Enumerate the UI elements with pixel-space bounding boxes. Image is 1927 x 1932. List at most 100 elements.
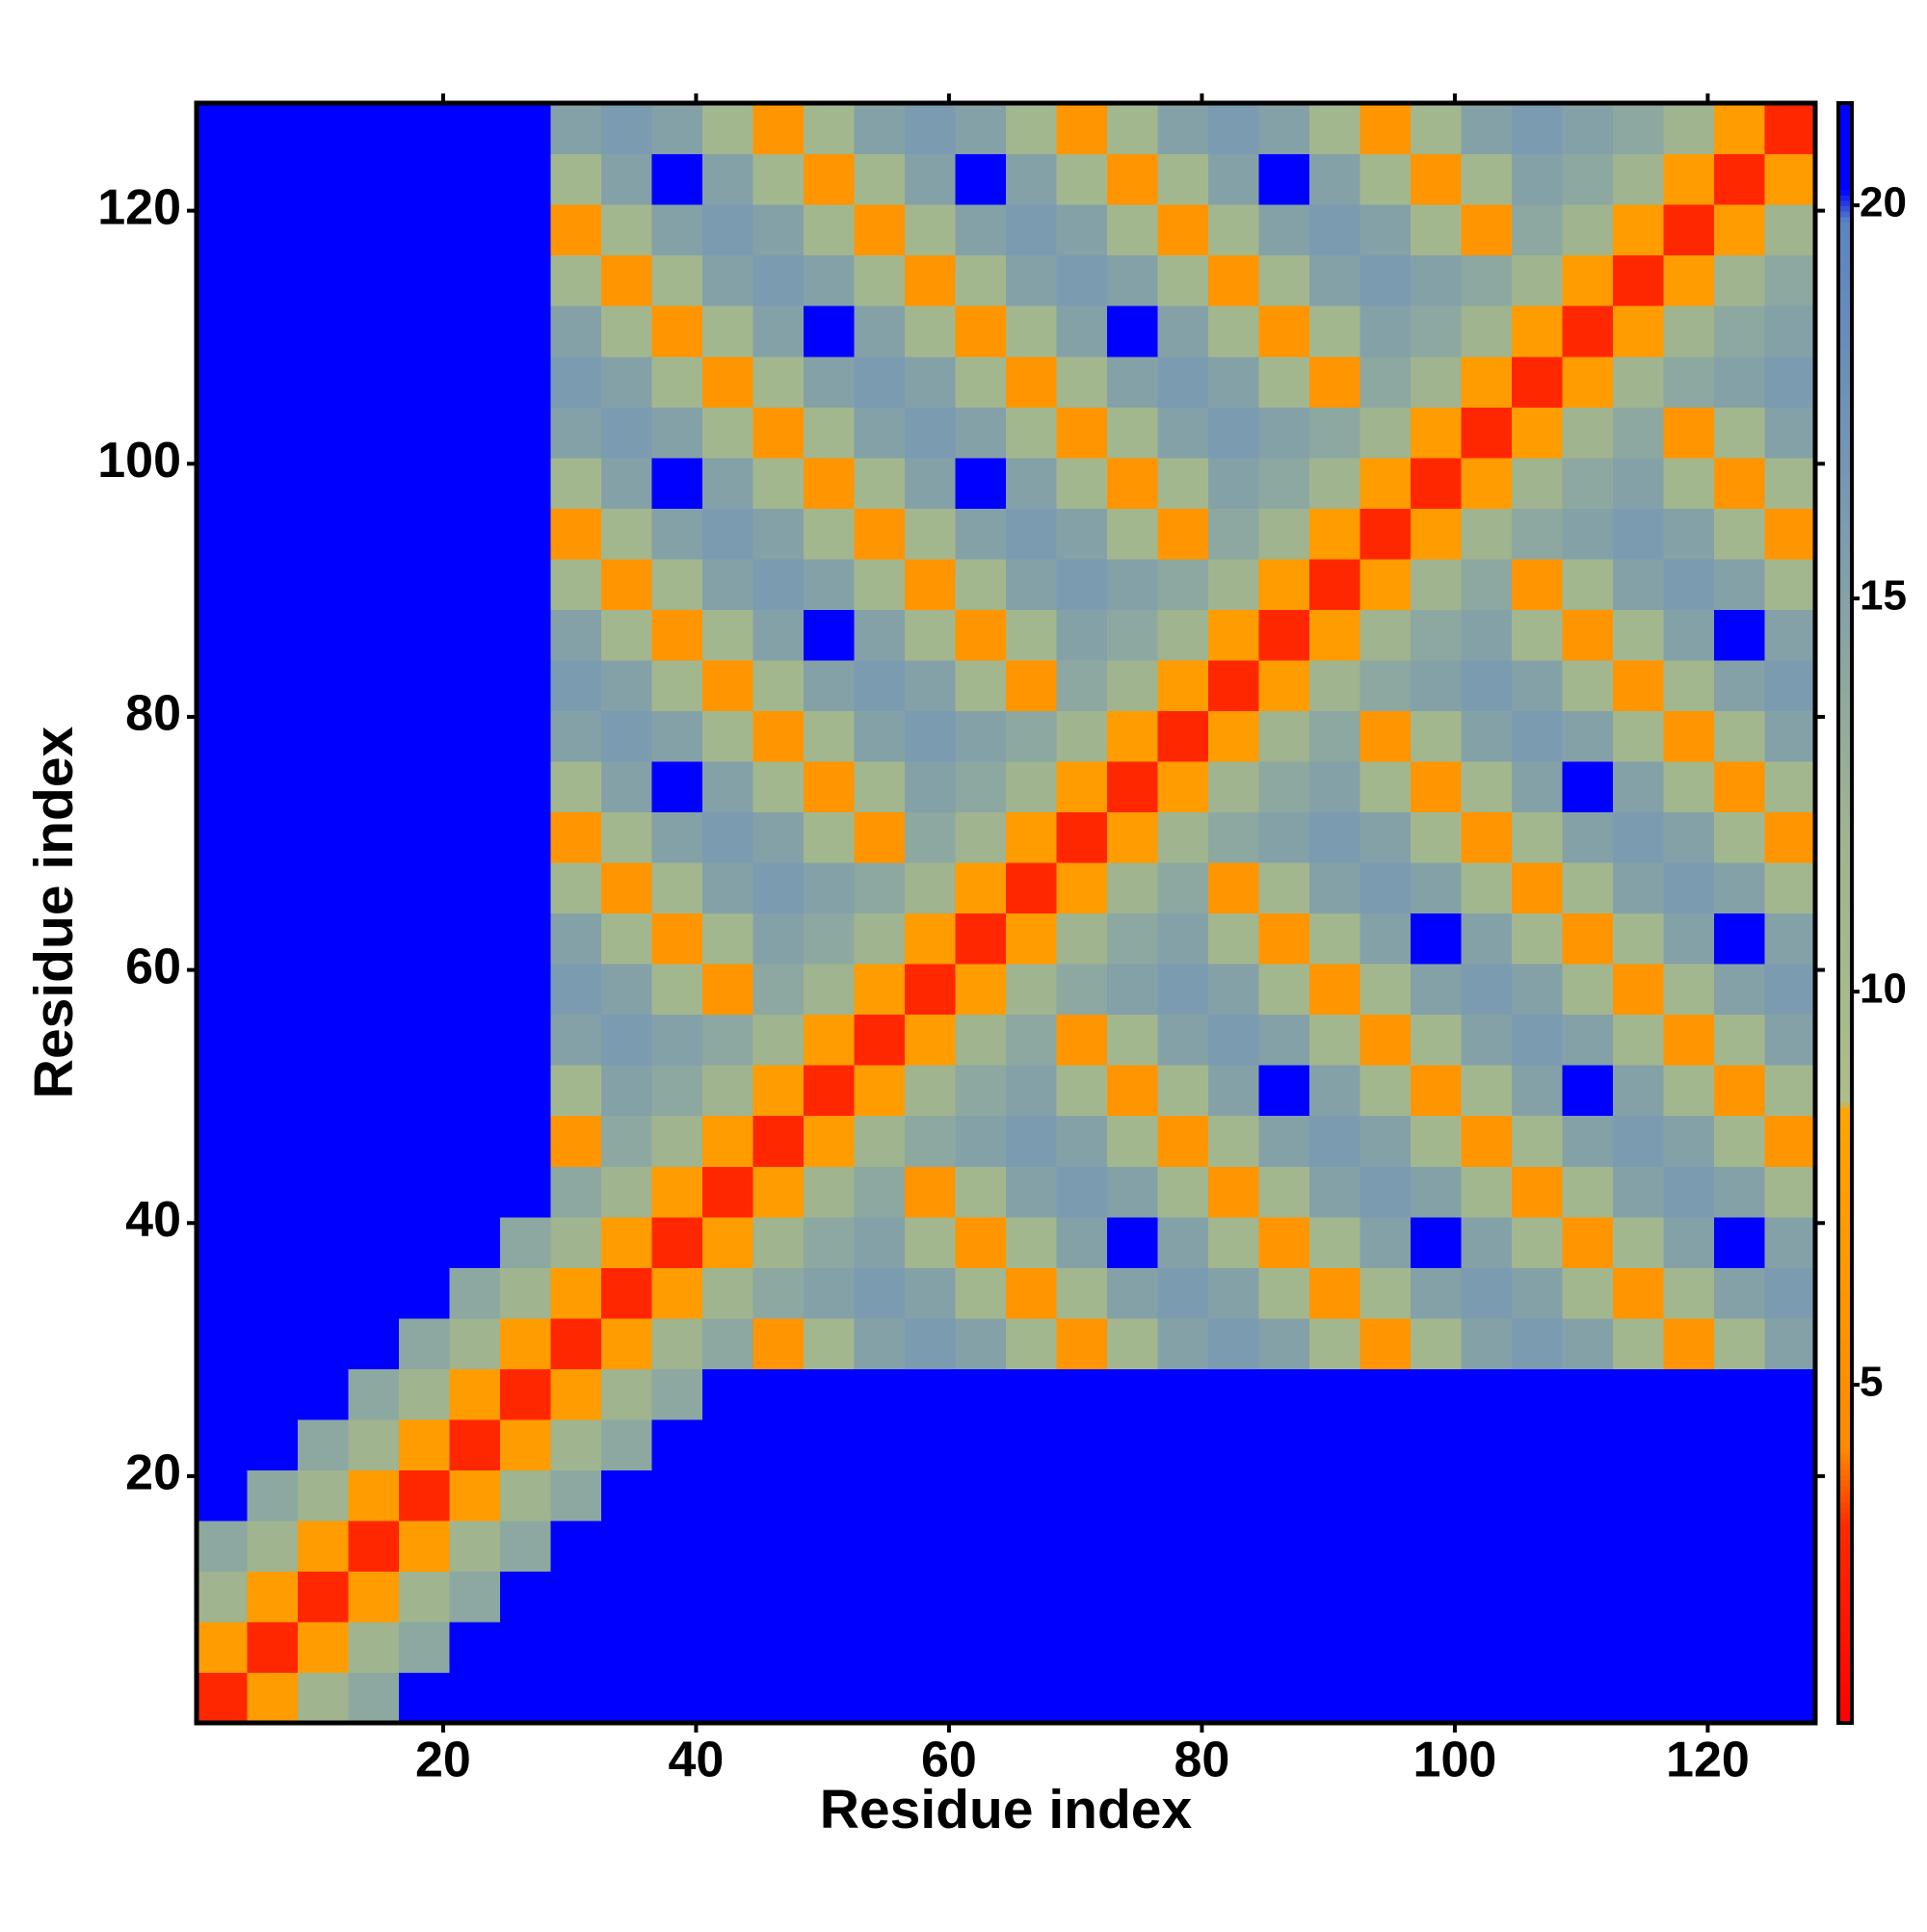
colorbar-strip: [1838, 189, 1852, 196]
colorbar-strip: [1838, 1172, 1852, 1178]
heatmap-cell: [247, 1418, 299, 1470]
heatmap-cell: [550, 204, 602, 256]
heatmap-cell: [1411, 861, 1463, 914]
heatmap-cell: [702, 356, 754, 408]
heatmap-cell: [298, 457, 350, 509]
heatmap-cell: [1359, 913, 1412, 965]
colorbar-strip: [1838, 1151, 1852, 1157]
colorbar-strip: [1838, 1717, 1852, 1724]
colorbar-strip: [1838, 1593, 1852, 1600]
heatmap-cell: [1562, 760, 1614, 813]
heatmap-cell: [1714, 710, 1766, 762]
heatmap-cell: [1764, 1520, 1816, 1573]
heatmap-cell: [399, 659, 451, 711]
heatmap-cell: [247, 659, 299, 711]
heatmap-cell: [1764, 153, 1816, 205]
heatmap-cell: [1613, 1267, 1665, 1319]
colorbar-strip: [1838, 1334, 1852, 1340]
heatmap-cell: [1714, 1267, 1766, 1319]
heatmap-cell: [651, 1014, 703, 1066]
heatmap-cell: [1512, 1621, 1564, 1674]
heatmap-cell: [752, 1368, 805, 1420]
heatmap-cell: [804, 558, 856, 610]
heatmap-cell: [1512, 1267, 1564, 1319]
colorbar-strip: [1838, 1037, 1852, 1044]
heatmap-cell: [905, 1267, 957, 1319]
heatmap-cell: [1107, 1418, 1159, 1470]
colorbar-strip: [1838, 454, 1852, 461]
x-axis-title: Residue index: [820, 1779, 1193, 1840]
heatmap-cell: [1208, 913, 1260, 965]
heatmap-cell: [1562, 204, 1614, 256]
heatmap-cell: [905, 1166, 957, 1218]
colorbar-strip: [1838, 556, 1852, 563]
heatmap-cell: [752, 913, 805, 965]
heatmap-cell: [1157, 811, 1209, 863]
heatmap-cell: [197, 659, 249, 711]
heatmap-cell: [1006, 558, 1058, 610]
heatmap-cell: [1107, 1368, 1159, 1420]
heatmap-cell: [1714, 356, 1766, 408]
heatmap-cell: [500, 1115, 552, 1167]
heatmap-cell: [1309, 913, 1361, 965]
colorbar-strip: [1838, 1518, 1852, 1524]
heatmap-cell: [1512, 1166, 1564, 1218]
colorbar-strip: [1838, 1545, 1852, 1551]
colorbar-strip: [1838, 286, 1852, 293]
colorbar-strip: [1838, 1707, 1852, 1713]
heatmap-cell: [1359, 1672, 1412, 1724]
heatmap-cell: [197, 964, 249, 1016]
heatmap-cell: [1764, 811, 1816, 863]
heatmap-cell: [1764, 609, 1816, 661]
colorbar-strip: [1838, 653, 1852, 660]
heatmap-cell: [1107, 1065, 1159, 1117]
heatmap-cell: [550, 1216, 602, 1268]
heatmap-cell: [804, 1621, 856, 1674]
heatmap-cell: [449, 103, 501, 155]
heatmap-cell: [449, 710, 501, 762]
heatmap-cell: [1107, 1571, 1159, 1623]
heatmap-cell: [804, 1216, 856, 1268]
heatmap-cell: [651, 913, 703, 965]
heatmap-cell: [601, 254, 653, 306]
heatmap-cell: [854, 1166, 906, 1218]
heatmap-cell: [601, 1216, 653, 1268]
heatmap-cell: [348, 1418, 400, 1470]
heatmap-cell: [1208, 558, 1260, 610]
heatmap-cell: [1056, 1267, 1108, 1319]
colorbar-strip: [1838, 788, 1852, 795]
heatmap-cell: [298, 609, 350, 661]
colorbar-strip: [1838, 1231, 1852, 1238]
colorbar-strip: [1838, 199, 1852, 207]
x-tick-label: 20: [415, 1733, 471, 1788]
heatmap-cell: [1411, 1115, 1463, 1167]
heatmap-cell: [1613, 710, 1665, 762]
heatmap-cell: [1107, 508, 1159, 560]
heatmap-cell: [1258, 1621, 1310, 1674]
heatmap-cell: [1764, 1672, 1816, 1724]
heatmap-cell: [247, 1317, 299, 1369]
heatmap-cell: [550, 1469, 602, 1522]
heatmap-cell: [500, 1014, 552, 1066]
colorbar-strip: [1838, 756, 1852, 763]
heatmap-cell: [905, 1418, 957, 1470]
heatmap-cell: [651, 1621, 703, 1674]
heatmap-cell: [1208, 1166, 1260, 1218]
heatmap-cell: [348, 305, 400, 357]
heatmap-cell: [955, 153, 1007, 205]
colorbar-strip: [1838, 810, 1852, 817]
heatmap-cell: [1613, 1115, 1665, 1167]
heatmap-cell: [1512, 964, 1564, 1016]
colorbar-strip: [1838, 934, 1852, 941]
heatmap-cell: [1359, 356, 1412, 408]
heatmap-cell: [399, 356, 451, 408]
heatmap-cell: [348, 103, 400, 155]
colorbar-strip: [1838, 1560, 1852, 1568]
heatmap-cell: [1461, 1115, 1513, 1167]
heatmap-cell: [1309, 103, 1361, 155]
heatmap-cell: [955, 204, 1007, 256]
heatmap-cell: [601, 356, 653, 408]
colorbar-strip: [1838, 448, 1852, 455]
heatmap-cell: [298, 861, 350, 914]
heatmap-cell: [601, 1166, 653, 1218]
